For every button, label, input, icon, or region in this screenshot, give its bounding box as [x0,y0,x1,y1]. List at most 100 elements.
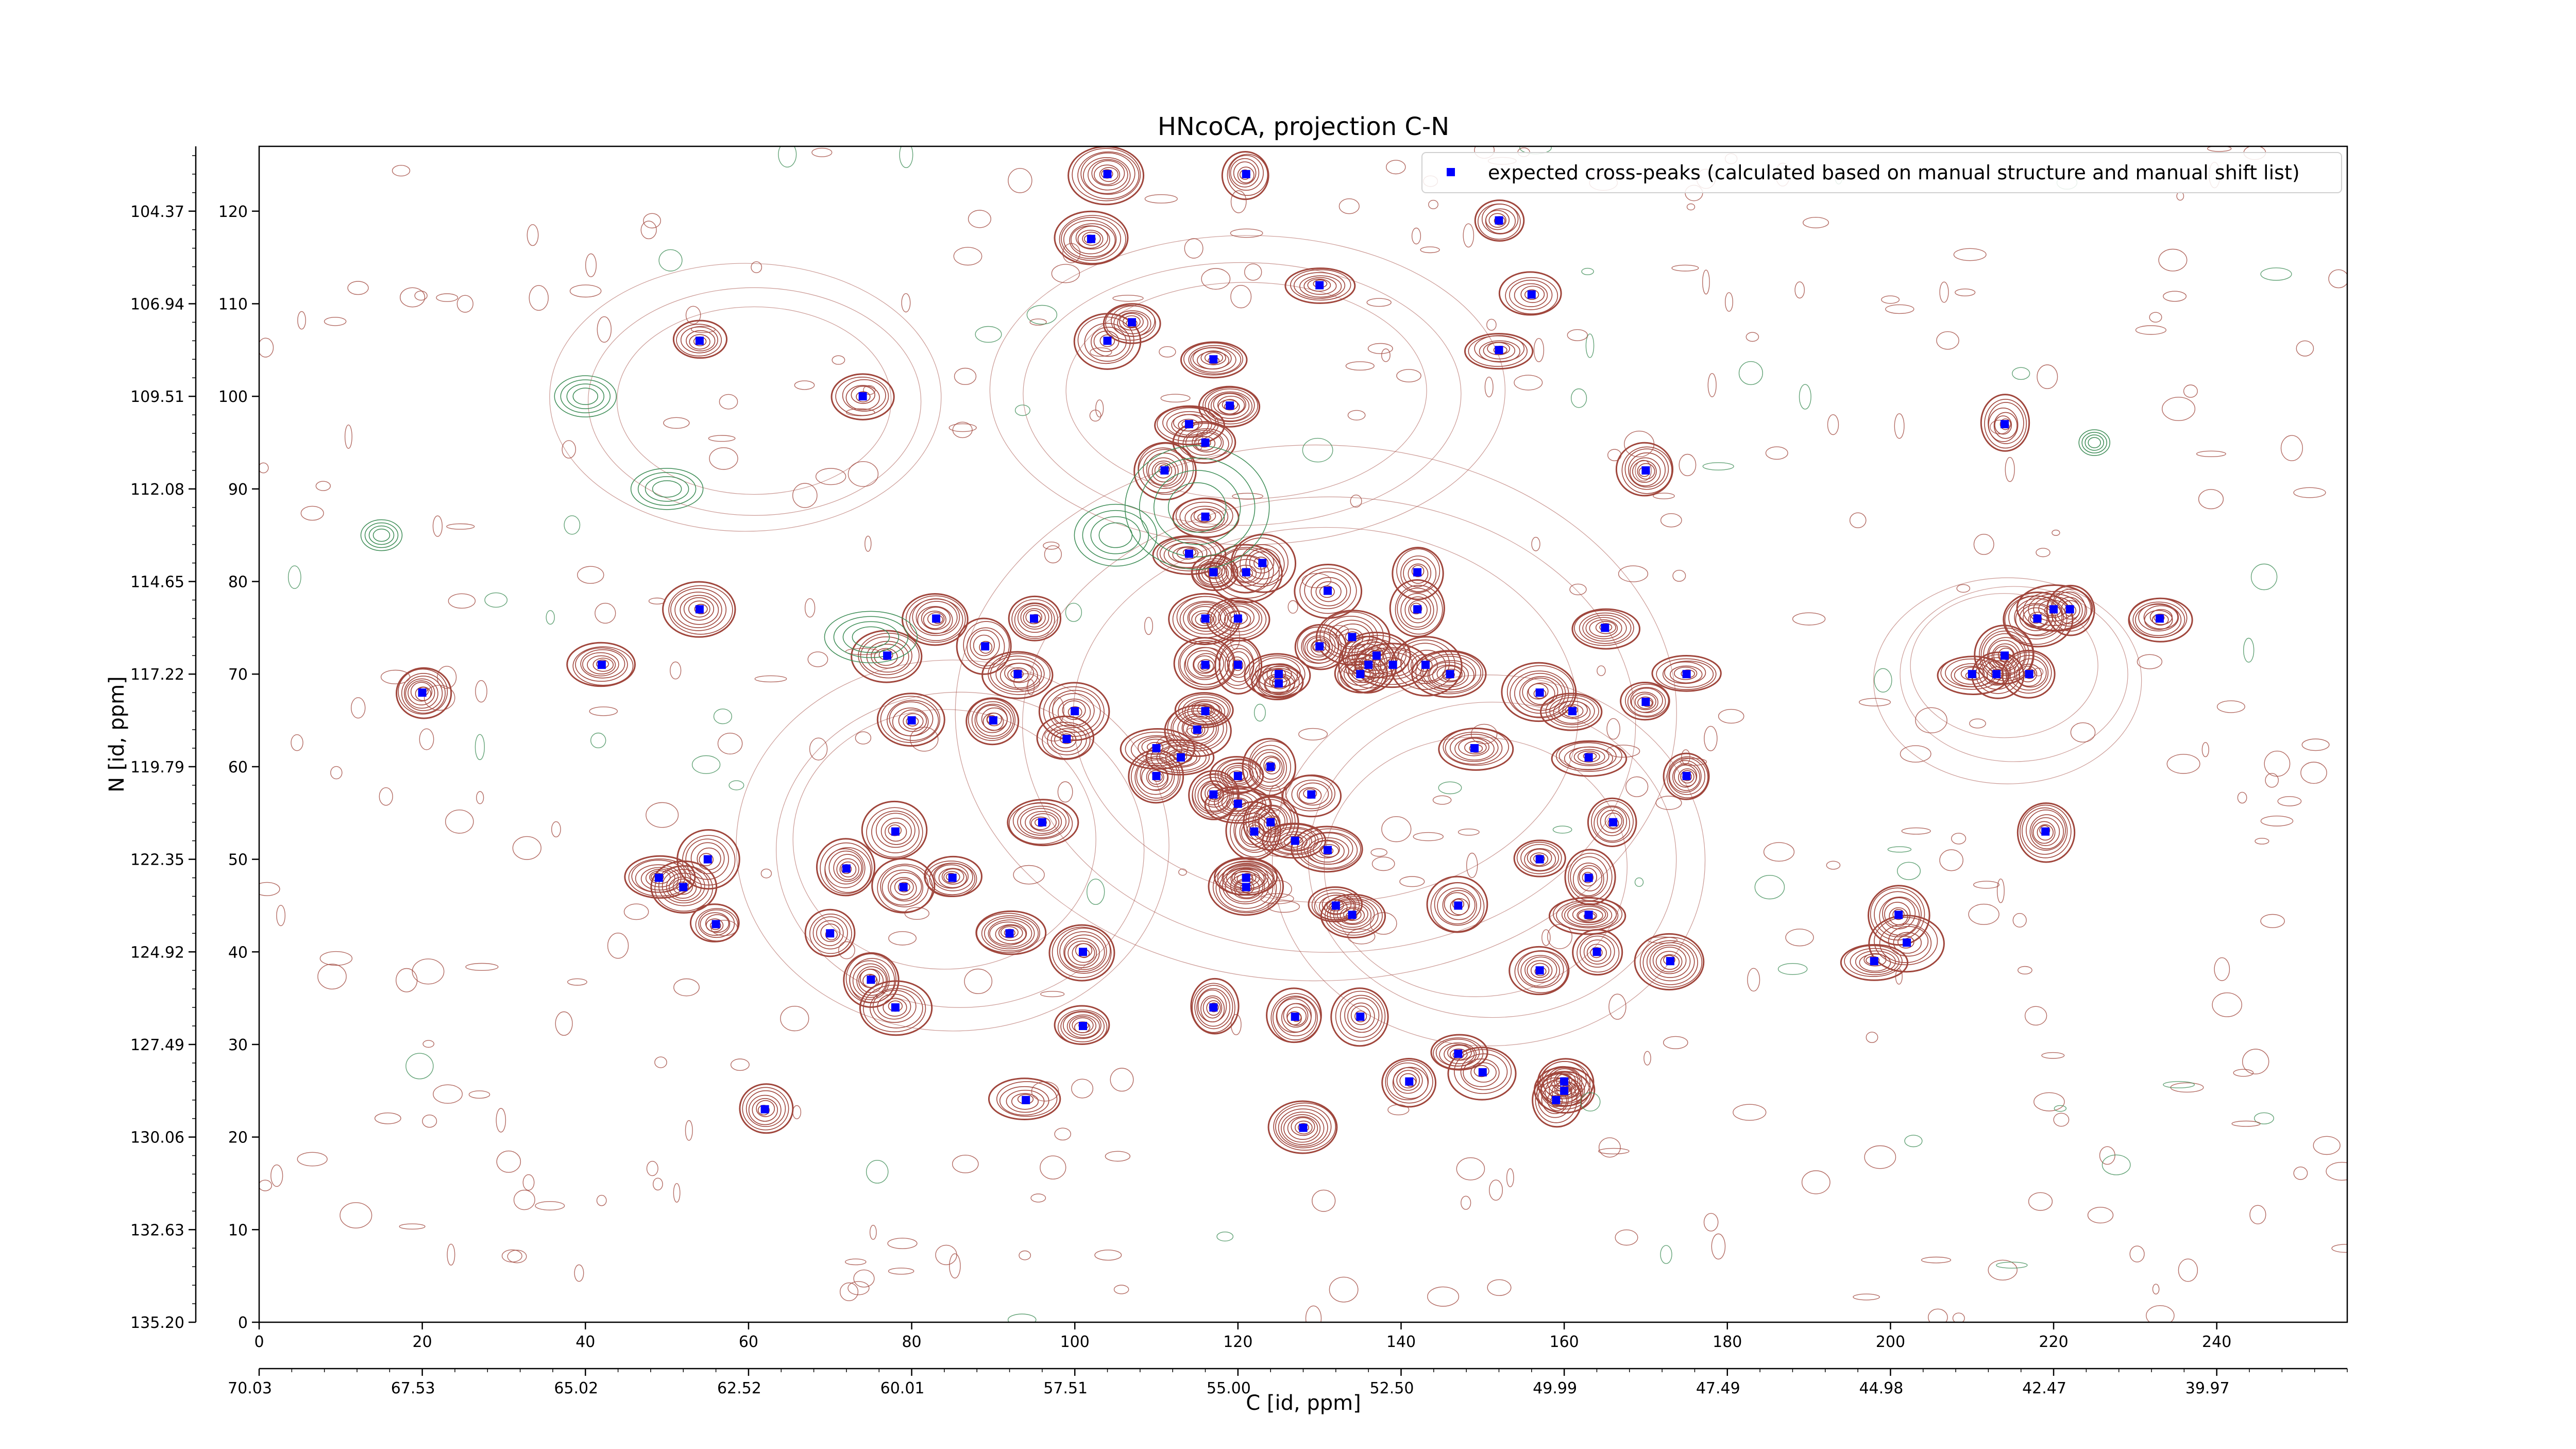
y-tick-label: 80 [228,574,248,592]
negative-noise-contour [546,610,555,625]
peak-contour [575,647,628,682]
noise-contour [1178,868,1187,876]
cross-peak-point [1103,336,1112,345]
noise-contour [792,483,818,508]
peak-contour [1230,533,1297,593]
negative-noise-contour [1580,1092,1601,1111]
peak-contour [2022,807,2068,855]
noise-contour [1420,246,1440,254]
noise-contour [317,964,347,990]
noise-contour [1547,924,1572,949]
peak-contour [683,597,715,621]
peak-contour [1297,782,1329,806]
peak-contour [1450,898,1469,915]
cross-peak-point [1030,614,1038,623]
peak-contour [685,838,729,880]
peak-contour [1221,151,1269,200]
noise-contour [1624,430,1655,458]
noise-contour [2183,384,2198,398]
noise-contour [2216,700,2245,713]
ppm-y-tick-label: 122.35 [130,851,184,869]
cross-peak-point [2155,614,2164,623]
peak-contour [988,653,1051,695]
negative-noise-contour [1799,384,1811,410]
peak-contour [1991,643,2019,670]
peak-contour [1193,509,1216,523]
peak-contour [1520,285,1545,303]
peak-contour [1178,640,1234,688]
peak-contour [1628,452,1666,488]
cross-peak-point [1552,1096,1561,1104]
noise-contour [1089,410,1101,422]
legend-label: expected cross-peaks (calculated based o… [1488,161,2300,184]
noise-contour [1598,1148,1630,1155]
peak-contour [1263,757,1281,774]
peak-contour [1485,210,1510,230]
peak-contour [1251,749,1287,787]
cross-peak-point [1446,670,1454,679]
peak-contour [1088,159,1128,191]
peak-contour [1442,890,1476,920]
noise-contour [1939,849,1963,871]
ppm-y-tick-label: 117.22 [130,666,184,684]
negative-noise-contour [590,732,606,748]
peak-contour [1392,547,1444,600]
peak-contour [1400,555,1436,592]
noise-contour [1030,1193,1046,1203]
noise-contour [330,766,343,780]
peak-contour [1577,750,1600,763]
noise-contour [845,1258,867,1266]
peak-contour [1408,563,1429,584]
peak-contour [1570,856,1608,898]
peak-contour [1432,664,1465,686]
peak-contour [1205,388,1255,423]
peak-contour [1285,776,1335,812]
peak-contour [1213,393,1246,416]
cross-peak-point [981,642,990,651]
noise-contour [1113,1285,1129,1294]
noise-contour [888,1268,914,1275]
peak-contour [1275,1105,1332,1149]
negative-contour [372,528,391,542]
peak-contour [1551,740,1628,777]
peak-contour [1188,770,1240,820]
peak-contour [408,680,435,705]
negative-contour [1090,516,1141,554]
peak-contour [1980,394,2030,452]
peak-contour [1226,797,1249,811]
peak-contour [1528,683,1549,700]
noise-contour [1062,243,1081,263]
peak-contour [1988,402,2024,444]
peak-contour [1291,825,1363,873]
peak-contour [1474,335,1525,362]
noise-contour [1625,776,1649,797]
cross-peak-point [883,651,892,660]
cross-peak-point [1242,873,1250,882]
noise-contour [904,907,930,920]
peak-contour [1569,746,1609,766]
noise-contour [1606,745,1640,758]
peak-contour [1434,882,1481,926]
noise-contour [2296,340,2314,357]
peak-contour [1020,605,1049,630]
cross-peak-point [1201,661,1210,669]
peak-contour [1350,1005,1371,1025]
x-tick-label: 160 [1549,1333,1579,1351]
noise-contour [807,651,828,667]
peak-contour [1573,749,1605,765]
peak-contour [1410,602,1422,615]
peak-contour [973,634,995,656]
cross-peak-point [1193,726,1201,734]
noise-contour [259,1180,272,1191]
peak-contour [1983,633,2027,676]
noise-contour [1461,1195,1471,1210]
cross-peak-point [1560,1077,1569,1086]
peak-contour [742,1087,789,1131]
negative-noise-contour [1896,862,1921,880]
peak-contour [1273,1102,1336,1151]
peak-contour [1284,267,1356,304]
peak-contour [1874,917,1938,966]
noise-contour [1110,1068,1134,1092]
peak-contour [1274,828,1316,852]
peak-contour [812,916,848,950]
